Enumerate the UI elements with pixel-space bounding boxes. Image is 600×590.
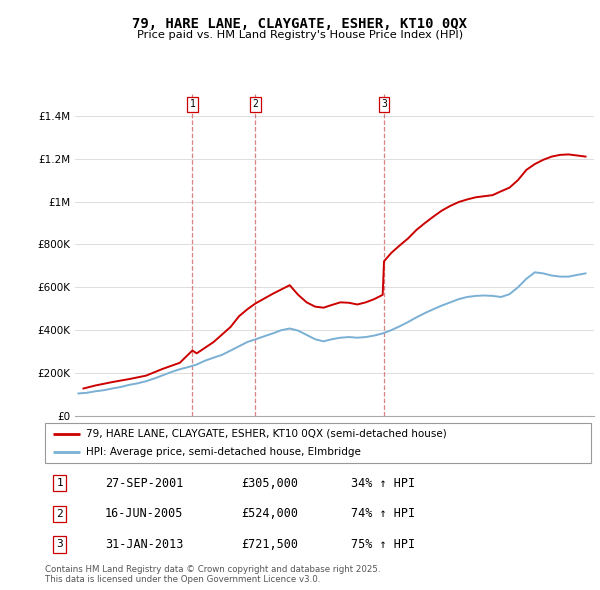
Text: 1: 1: [56, 478, 63, 489]
Text: This data is licensed under the Open Government Licence v3.0.: This data is licensed under the Open Gov…: [45, 575, 320, 584]
Text: Contains HM Land Registry data © Crown copyright and database right 2025.: Contains HM Land Registry data © Crown c…: [45, 565, 380, 574]
Text: 3: 3: [381, 99, 387, 109]
Text: Price paid vs. HM Land Registry's House Price Index (HPI): Price paid vs. HM Land Registry's House …: [137, 30, 463, 40]
Text: £305,000: £305,000: [242, 477, 299, 490]
Text: 3: 3: [56, 539, 63, 549]
Text: £721,500: £721,500: [242, 538, 299, 551]
Text: 27-SEP-2001: 27-SEP-2001: [105, 477, 184, 490]
Text: 74% ↑ HPI: 74% ↑ HPI: [351, 507, 415, 520]
FancyBboxPatch shape: [45, 423, 591, 463]
Text: 31-JAN-2013: 31-JAN-2013: [105, 538, 184, 551]
Text: 79, HARE LANE, CLAYGATE, ESHER, KT10 0QX: 79, HARE LANE, CLAYGATE, ESHER, KT10 0QX: [133, 17, 467, 31]
Text: 2: 2: [56, 509, 63, 519]
Text: £524,000: £524,000: [242, 507, 299, 520]
Text: 16-JUN-2005: 16-JUN-2005: [105, 507, 184, 520]
Text: 34% ↑ HPI: 34% ↑ HPI: [351, 477, 415, 490]
Text: 1: 1: [190, 99, 195, 109]
Text: HPI: Average price, semi-detached house, Elmbridge: HPI: Average price, semi-detached house,…: [86, 447, 361, 457]
Text: 75% ↑ HPI: 75% ↑ HPI: [351, 538, 415, 551]
Text: 79, HARE LANE, CLAYGATE, ESHER, KT10 0QX (semi-detached house): 79, HARE LANE, CLAYGATE, ESHER, KT10 0QX…: [86, 429, 446, 439]
Text: 2: 2: [252, 99, 258, 109]
